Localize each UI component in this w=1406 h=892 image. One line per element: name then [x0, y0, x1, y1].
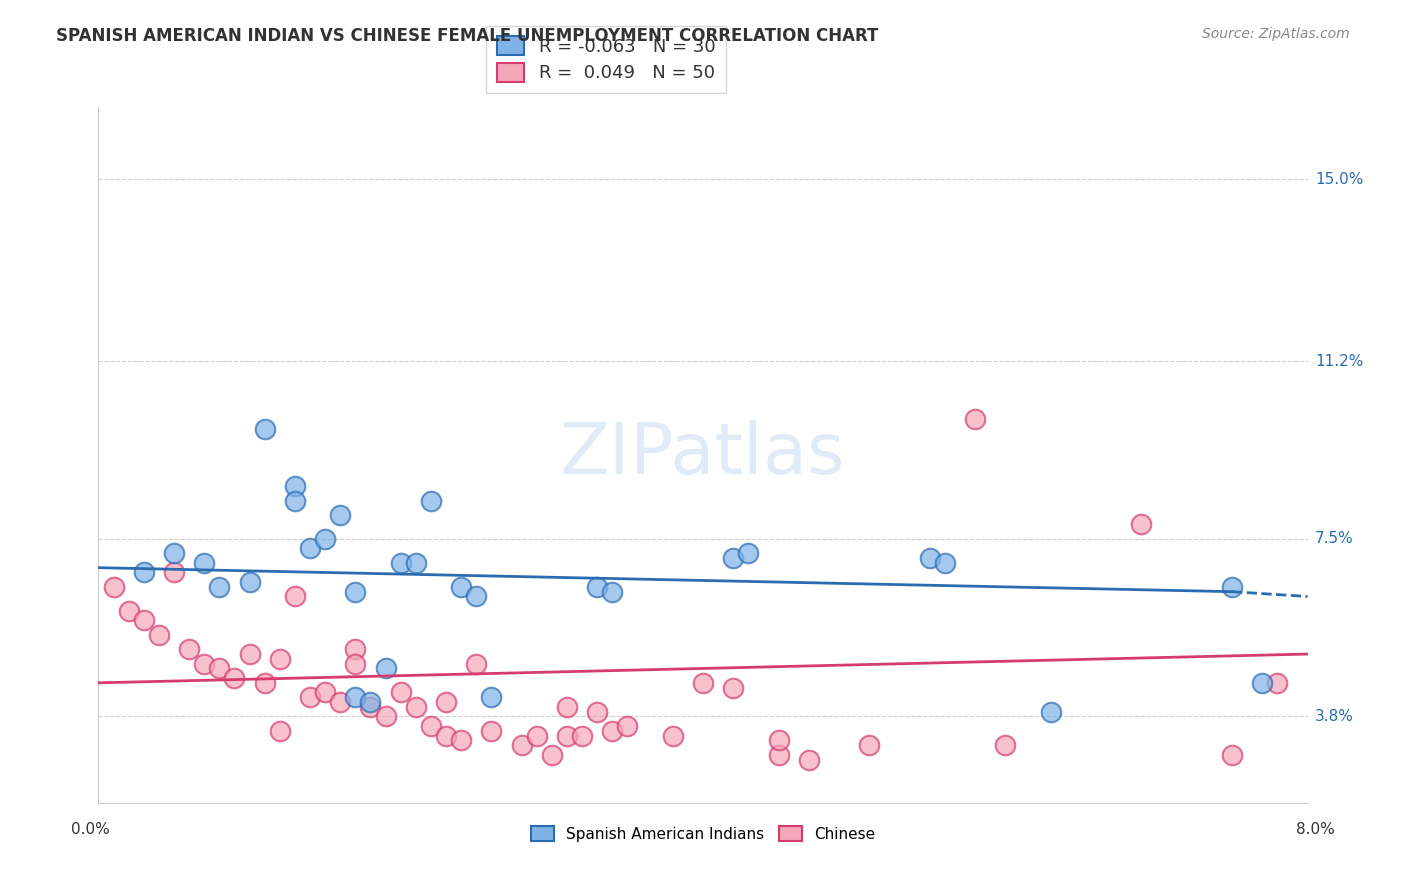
- Chinese: [224, 671, 246, 685]
- Chinese: [132, 614, 155, 628]
- Spanish American Indians: [314, 532, 336, 546]
- Chinese: [1130, 517, 1153, 532]
- Chinese: [179, 642, 201, 657]
- Chinese: [723, 681, 745, 695]
- Chinese: [510, 738, 533, 752]
- Spanish American Indians: [723, 551, 745, 566]
- Chinese: [269, 652, 291, 666]
- Chinese: [1220, 747, 1243, 762]
- Chinese: [103, 580, 125, 594]
- Text: SPANISH AMERICAN INDIAN VS CHINESE FEMALE UNEMPLOYMENT CORRELATION CHART: SPANISH AMERICAN INDIAN VS CHINESE FEMAL…: [56, 27, 879, 45]
- Chinese: [299, 690, 322, 705]
- Spanish American Indians: [374, 661, 396, 675]
- Spanish American Indians: [1220, 580, 1243, 594]
- Spanish American Indians: [465, 590, 488, 604]
- Spanish American Indians: [299, 541, 322, 556]
- Spanish American Indians: [284, 493, 307, 508]
- Chinese: [344, 642, 367, 657]
- Chinese: [374, 709, 396, 723]
- Chinese: [768, 733, 790, 747]
- Spanish American Indians: [602, 584, 624, 599]
- Text: 0.0%: 0.0%: [72, 822, 110, 837]
- Spanish American Indians: [132, 566, 155, 580]
- Text: 3.8%: 3.8%: [1315, 709, 1354, 724]
- Spanish American Indians: [344, 690, 367, 705]
- Chinese: [208, 661, 231, 675]
- Spanish American Indians: [360, 695, 382, 709]
- Spanish American Indians: [253, 421, 276, 435]
- Chinese: [360, 699, 382, 714]
- Chinese: [555, 729, 578, 743]
- Text: 7.5%: 7.5%: [1315, 532, 1354, 547]
- Text: 8.0%: 8.0%: [1296, 822, 1334, 837]
- Chinese: [314, 685, 336, 699]
- Spanish American Indians: [1039, 705, 1062, 719]
- Text: 15.0%: 15.0%: [1315, 171, 1364, 186]
- Spanish American Indians: [450, 580, 472, 594]
- Chinese: [768, 747, 790, 762]
- Spanish American Indians: [586, 580, 609, 594]
- Chinese: [405, 699, 427, 714]
- Chinese: [239, 647, 262, 661]
- Chinese: [481, 723, 503, 738]
- Spanish American Indians: [208, 580, 231, 594]
- Chinese: [661, 729, 683, 743]
- Chinese: [965, 412, 987, 426]
- Text: 11.2%: 11.2%: [1315, 354, 1364, 369]
- Chinese: [586, 705, 609, 719]
- Chinese: [540, 747, 562, 762]
- Spanish American Indians: [934, 556, 956, 570]
- Spanish American Indians: [329, 508, 352, 522]
- Spanish American Indians: [1251, 676, 1274, 690]
- Spanish American Indians: [284, 479, 307, 493]
- Spanish American Indians: [163, 546, 186, 560]
- Chinese: [571, 729, 593, 743]
- Chinese: [994, 738, 1017, 752]
- Chinese: [284, 590, 307, 604]
- Text: Source: ZipAtlas.com: Source: ZipAtlas.com: [1202, 27, 1350, 41]
- Chinese: [465, 657, 488, 671]
- Chinese: [193, 657, 215, 671]
- Chinese: [344, 657, 367, 671]
- Chinese: [526, 729, 548, 743]
- Legend: Spanish American Indians, Chinese: Spanish American Indians, Chinese: [522, 816, 884, 851]
- Chinese: [118, 604, 141, 618]
- Chinese: [434, 695, 457, 709]
- Chinese: [555, 699, 578, 714]
- Spanish American Indians: [193, 556, 215, 570]
- Spanish American Indians: [239, 575, 262, 590]
- Chinese: [602, 723, 624, 738]
- Text: ZIPatlas: ZIPatlas: [560, 420, 846, 490]
- Spanish American Indians: [389, 556, 412, 570]
- Chinese: [329, 695, 352, 709]
- Spanish American Indians: [481, 690, 503, 705]
- Chinese: [797, 753, 820, 767]
- Chinese: [692, 676, 714, 690]
- Spanish American Indians: [420, 493, 443, 508]
- Spanish American Indians: [918, 551, 941, 566]
- Chinese: [420, 719, 443, 733]
- Chinese: [450, 733, 472, 747]
- Chinese: [616, 719, 638, 733]
- Chinese: [389, 685, 412, 699]
- Chinese: [269, 723, 291, 738]
- Chinese: [858, 738, 880, 752]
- Spanish American Indians: [737, 546, 759, 560]
- Spanish American Indians: [405, 556, 427, 570]
- Spanish American Indians: [344, 584, 367, 599]
- Chinese: [148, 628, 170, 642]
- Chinese: [434, 729, 457, 743]
- Chinese: [253, 676, 276, 690]
- Chinese: [163, 566, 186, 580]
- Chinese: [1267, 676, 1289, 690]
